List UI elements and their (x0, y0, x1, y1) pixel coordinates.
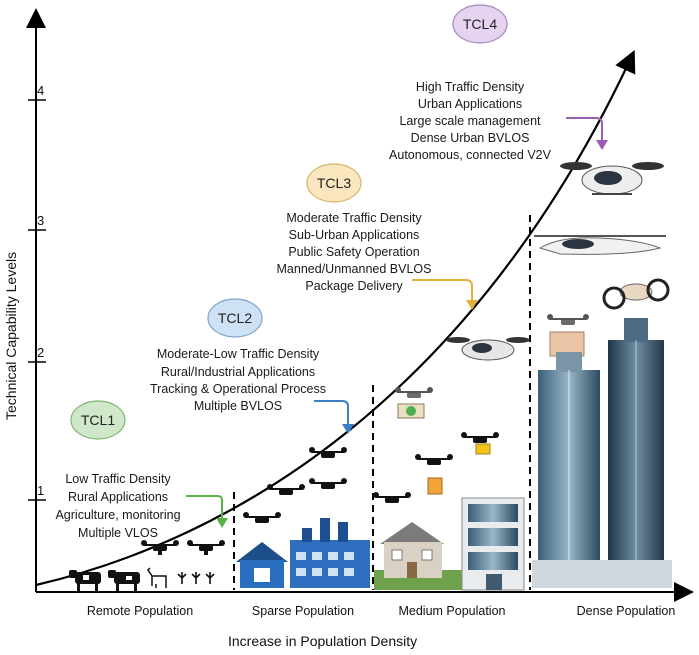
svg-text:Low Traffic Density: Low Traffic Density (65, 472, 171, 486)
tcl3-arrow (412, 279, 473, 304)
y-tick-2: 2 (37, 345, 44, 360)
svg-text:Manned/Unmanned BVLOS: Manned/Unmanned BVLOS (277, 262, 432, 276)
y-tick-1: 1 (37, 483, 44, 498)
category-dense: Dense Population (577, 604, 676, 618)
svg-text:Moderate Traffic Density: Moderate Traffic Density (286, 211, 422, 225)
tcl1-description: Low Traffic Density Rural Applications A… (55, 472, 180, 540)
svg-text:Dense Urban BVLOS: Dense Urban BVLOS (411, 131, 530, 145)
svg-text:TCL1: TCL1 (81, 412, 115, 428)
house-icon (236, 542, 288, 588)
tcl1-badge: TCL1 (70, 400, 126, 440)
svg-text:High Traffic Density: High Traffic Density (416, 80, 525, 94)
svg-text:Public Safety Operation: Public Safety Operation (288, 245, 419, 259)
factory-icon (290, 518, 370, 588)
svg-text:Agriculture, monitoring: Agriculture, monitoring (55, 508, 180, 522)
tcl2-badge: TCL2 (207, 298, 263, 338)
tcl4-badge: TCL4 (452, 4, 508, 44)
y-tick-3: 3 (37, 213, 44, 228)
svg-text:Autonomous, connected V2V: Autonomous, connected V2V (389, 148, 552, 162)
tcl4-arrow (566, 117, 603, 144)
svg-text:TCL2: TCL2 (218, 310, 252, 326)
crop-icon (177, 572, 215, 584)
tcl2-arrow (314, 400, 349, 428)
tcl4-description: High Traffic Density Urban Applications … (389, 80, 552, 162)
skyscraper-icon (532, 318, 672, 588)
package-icon (397, 331, 585, 495)
svg-text:Large scale management: Large scale management (399, 114, 541, 128)
house-icon (374, 522, 464, 590)
svg-text:Package Delivery: Package Delivery (305, 279, 403, 293)
goat-icon (147, 567, 167, 588)
svg-text:Urban Applications: Urban Applications (418, 97, 522, 111)
svg-text:Rural Applications: Rural Applications (68, 490, 168, 504)
tcl2-description: Moderate-Low Traffic Density Rural/Indus… (150, 347, 326, 413)
svg-text:Multiple BVLOS: Multiple BVLOS (194, 399, 282, 413)
x-axis-title: Increase in Population Density (228, 633, 417, 649)
category-remote: Remote Population (87, 604, 193, 618)
drone-icon (141, 314, 589, 555)
svg-text:TCL4: TCL4 (463, 16, 497, 32)
air-taxi-icon (446, 162, 670, 361)
tcl1-arrow (186, 495, 223, 522)
svg-text:Tracking & Operational Process: Tracking & Operational Process (150, 382, 326, 396)
svg-text:Rural/Industrial Applications: Rural/Industrial Applications (161, 365, 315, 379)
tcl3-badge: TCL3 (306, 163, 362, 203)
category-medium: Medium Population (398, 604, 505, 618)
svg-text:Sub-Urban Applications: Sub-Urban Applications (289, 228, 420, 242)
cow-icon (69, 570, 140, 591)
capability-curve (35, 50, 636, 587)
category-sparse: Sparse Population (252, 604, 354, 618)
tcl3-description: Moderate Traffic Density Sub-Urban Appli… (277, 211, 432, 293)
building-icon (461, 497, 525, 591)
y-tick-4: 4 (37, 83, 44, 98)
y-ticks: 1 2 3 4 (28, 83, 46, 501)
svg-text:TCL3: TCL3 (317, 175, 351, 191)
svg-text:Multiple VLOS: Multiple VLOS (78, 526, 158, 540)
y-axis-title: Technical Capability Levels (3, 252, 19, 420)
svg-text:Moderate-Low Traffic Density: Moderate-Low Traffic Density (157, 347, 320, 361)
